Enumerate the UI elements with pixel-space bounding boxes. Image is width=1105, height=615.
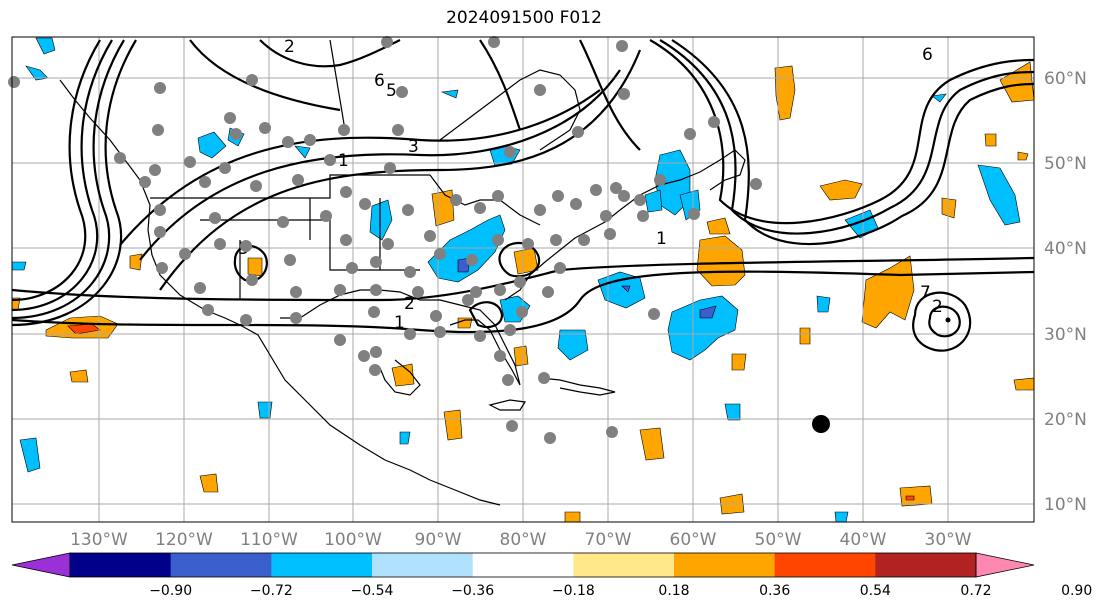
colorbar-segment [674, 553, 776, 577]
colorbar-segment [472, 553, 574, 577]
svg-text:50°W: 50°W [755, 530, 802, 550]
contour-lines [11, 39, 1035, 352]
svg-text:20°N: 20°N [1044, 410, 1087, 430]
low-center-marker [945, 317, 951, 323]
svg-text:30°W: 30°W [925, 530, 972, 550]
svg-text:2: 2 [404, 294, 415, 314]
svg-text:5: 5 [386, 81, 397, 101]
svg-text:1: 1 [656, 229, 667, 249]
colorbar-segment [774, 553, 876, 577]
svg-text:80°W: 80°W [500, 530, 547, 550]
svg-text:2: 2 [932, 297, 943, 317]
colorbar-extend-high [975, 552, 1035, 578]
colorbar-tick-label: 0.72 [960, 583, 991, 599]
svg-text:3: 3 [408, 137, 419, 157]
svg-text:30°N: 30°N [1044, 325, 1087, 345]
positive-anomaly-areas [11, 61, 1035, 523]
svg-text:2: 2 [284, 37, 295, 57]
svg-text:6: 6 [922, 45, 933, 65]
colorbar-segment [573, 553, 675, 577]
colorbar: −0.90 −0.72 −0.54 −0.36 −0.18 0.18 0.36 0.54 0.7… [11, 552, 1092, 599]
svg-text:120°W: 120°W [155, 530, 213, 550]
station-dots [8, 36, 762, 444]
svg-text:70°W: 70°W [585, 530, 632, 550]
colorbar-outline [69, 552, 977, 578]
colorbar-segment [70, 553, 172, 577]
storm-center-marker [812, 415, 830, 433]
svg-text:130°W: 130°W [70, 530, 128, 550]
svg-text:60°W: 60°W [670, 530, 717, 550]
svg-text:60°N: 60°N [1044, 69, 1087, 89]
svg-text:40°N: 40°N [1044, 239, 1087, 259]
svg-text:6: 6 [374, 71, 385, 91]
longitude-labels: 130°W 120°W 110°W 100°W 90°W 80°W 70°W 6… [70, 530, 972, 550]
colorbar-tick-label: −0.90 [149, 583, 192, 599]
colorbar-tick-label: −0.54 [351, 583, 394, 599]
map-title: 2024091500 F012 [446, 8, 602, 28]
svg-text:90°W: 90°W [415, 530, 462, 550]
colorbar-segment [271, 553, 373, 577]
svg-text:1: 1 [338, 151, 349, 171]
map-border [11, 36, 1035, 523]
colorbar-tick-label: 0.90 [1061, 583, 1092, 599]
colorbar-tick-label: 0.36 [759, 583, 790, 599]
latitude-labels: 60°N 50°N 40°N 30°N 20°N 10°N [1044, 69, 1087, 515]
svg-text:110°W: 110°W [240, 530, 298, 550]
colorbar-tick-label: −0.36 [451, 583, 494, 599]
colorbar-tick-label: 0.54 [860, 583, 891, 599]
colorbar-segment [372, 553, 474, 577]
colorbar-tick-label: 0.18 [658, 583, 689, 599]
svg-text:100°W: 100°W [324, 530, 382, 550]
colorbar-extend-low [11, 552, 71, 578]
svg-text:50°N: 50°N [1044, 154, 1087, 174]
colorbar-tick-label: −0.72 [250, 583, 293, 599]
svg-text:7: 7 [920, 283, 931, 303]
colorbar-segment [170, 553, 272, 577]
svg-text:10°N: 10°N [1044, 495, 1087, 515]
svg-text:1: 1 [394, 313, 405, 333]
colorbar-tick-label: −0.18 [552, 583, 595, 599]
colorbar-segment [875, 553, 977, 577]
svg-text:40°W: 40°W [840, 530, 887, 550]
